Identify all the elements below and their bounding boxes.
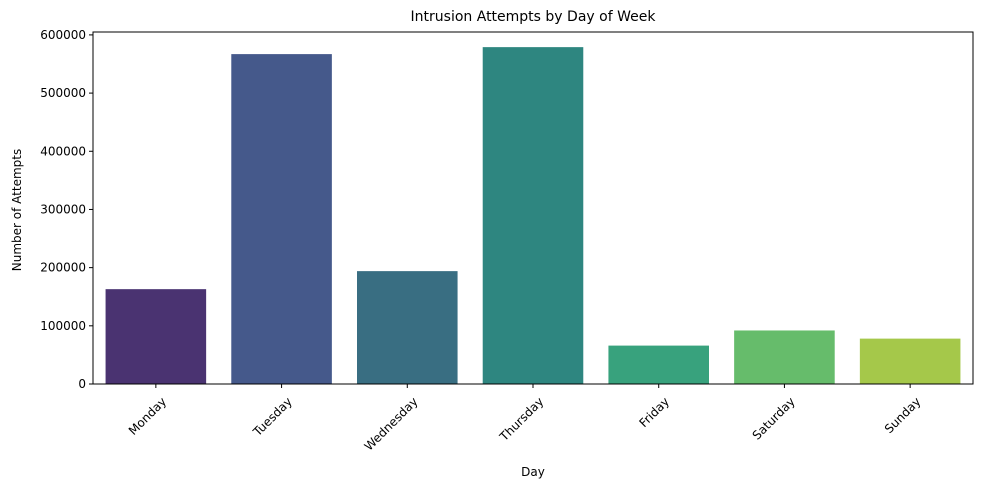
bar-friday bbox=[608, 345, 709, 384]
x-tick-label-sunday: Sunday bbox=[882, 394, 924, 436]
x-tick-label-saturday: Saturday bbox=[750, 394, 798, 442]
bar-wednesday bbox=[357, 271, 458, 384]
plot-area bbox=[92, 31, 974, 385]
y-tick-label: 400000 bbox=[40, 144, 86, 158]
bar-tuesday bbox=[231, 54, 332, 385]
x-tick-label-tuesday: Tuesday bbox=[250, 394, 295, 439]
x-tick-label-thursday: Thursday bbox=[496, 394, 546, 444]
x-tick-label-friday: Friday bbox=[636, 394, 672, 430]
y-tick-label: 300000 bbox=[40, 202, 86, 216]
y-tick-label: 600000 bbox=[40, 28, 86, 42]
bar-thursday bbox=[482, 47, 584, 384]
x-tick-label-wednesday: Wednesday bbox=[362, 394, 421, 453]
bar-sunday bbox=[859, 338, 961, 384]
x-axis: Monday Tuesday Wednesday Thursday Friday Satu… bbox=[126, 384, 924, 453]
y-tick-label: 500000 bbox=[40, 86, 86, 100]
y-axis-label: Number of Attempts bbox=[10, 149, 24, 271]
bar-saturday bbox=[734, 330, 835, 384]
chart-title: Intrusion Attempts by Day of Week bbox=[411, 9, 657, 25]
x-axis-label: Day bbox=[521, 465, 545, 479]
x-tick-label-monday: Monday bbox=[126, 394, 169, 437]
bar-monday bbox=[105, 289, 207, 384]
y-axis: 0 100000 200000 300000 400000 500000 600000 bbox=[40, 28, 93, 391]
y-tick-label: 200000 bbox=[40, 261, 86, 275]
y-tick-label: 0 bbox=[78, 377, 86, 391]
y-tick-label: 100000 bbox=[40, 319, 86, 333]
